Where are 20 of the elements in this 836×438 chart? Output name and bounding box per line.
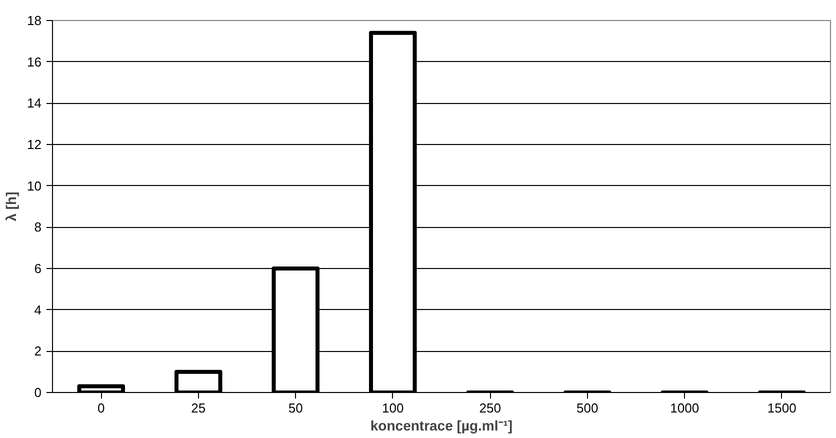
x-tick-label: 1500 — [767, 400, 796, 416]
y-tick-label: 14 — [27, 96, 42, 111]
x-tick-label: 0 — [98, 400, 105, 416]
x-tick-label: 50 — [288, 400, 303, 416]
y-tick-label: 10 — [27, 178, 42, 194]
x-tick-label: 500 — [576, 400, 598, 416]
y-tick-label: 2 — [34, 344, 42, 359]
x-tick-label: 100 — [382, 400, 404, 416]
y-tick-label: 0 — [34, 385, 42, 400]
x-tick-label: 250 — [479, 400, 501, 416]
y-tick-label: 18 — [27, 13, 42, 28]
y-tick-label: 12 — [27, 137, 42, 152]
x-axis-title: koncentrace [µg.ml⁻¹] — [370, 418, 513, 434]
y-axis-title: λ [h] — [3, 192, 20, 222]
y-tick-label: 16 — [27, 54, 42, 70]
x-tick-label: 1000 — [670, 400, 700, 416]
y-tick-label: 8 — [34, 220, 42, 235]
y-tick-label: 6 — [34, 261, 42, 276]
y-tick-label: 4 — [34, 302, 42, 318]
x-tick-label: 25 — [191, 400, 206, 416]
